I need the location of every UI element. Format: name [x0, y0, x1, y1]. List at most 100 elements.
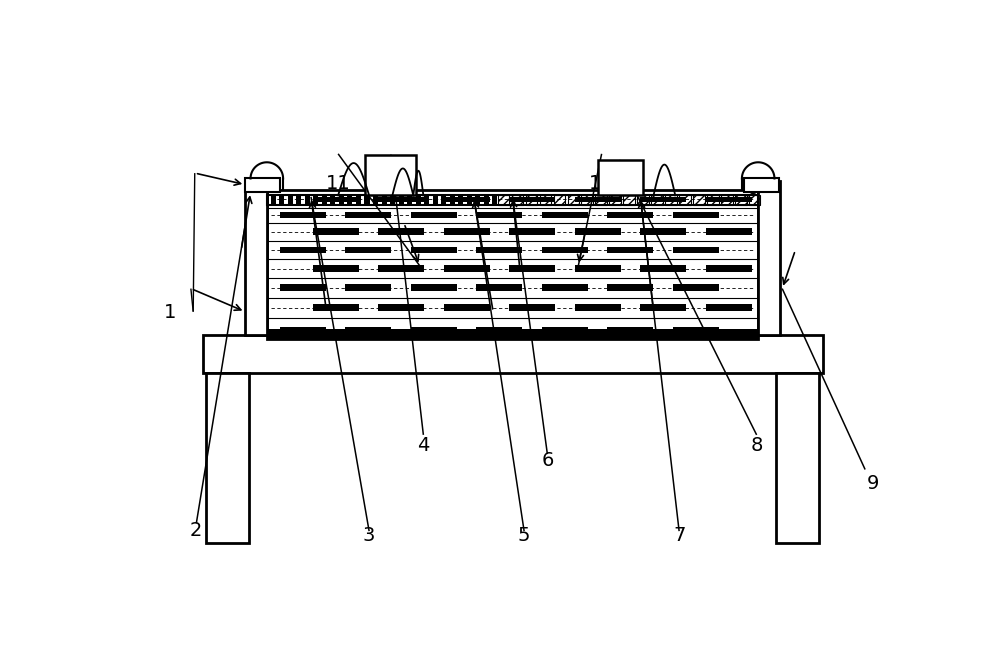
- Text: 1: 1: [164, 303, 176, 322]
- Bar: [378, 304, 424, 311]
- Bar: [476, 284, 522, 291]
- Bar: [542, 212, 588, 218]
- Bar: [542, 247, 588, 253]
- Bar: [673, 327, 719, 332]
- Bar: [313, 195, 318, 206]
- Bar: [382, 195, 387, 206]
- Bar: [509, 197, 555, 202]
- Bar: [542, 327, 588, 332]
- Bar: [749, 195, 760, 206]
- Bar: [444, 265, 490, 272]
- Text: 3: 3: [363, 526, 375, 545]
- Bar: [651, 195, 663, 206]
- Bar: [623, 195, 635, 206]
- Text: 9: 9: [867, 473, 879, 492]
- Bar: [364, 195, 370, 206]
- Bar: [411, 327, 457, 332]
- Bar: [598, 160, 643, 195]
- Bar: [356, 195, 361, 206]
- Bar: [706, 304, 752, 311]
- Text: 8: 8: [750, 436, 763, 455]
- Bar: [245, 181, 267, 335]
- Bar: [640, 265, 686, 272]
- Bar: [345, 327, 391, 332]
- Bar: [339, 195, 344, 206]
- Bar: [444, 229, 490, 235]
- Bar: [378, 229, 424, 235]
- Bar: [305, 195, 310, 206]
- Bar: [744, 178, 779, 193]
- Bar: [607, 247, 653, 253]
- Bar: [444, 197, 490, 202]
- Bar: [378, 265, 424, 272]
- Bar: [554, 195, 565, 206]
- Bar: [609, 195, 621, 206]
- Bar: [640, 197, 686, 202]
- Bar: [476, 212, 522, 218]
- Bar: [206, 374, 249, 543]
- Bar: [267, 329, 758, 339]
- Bar: [640, 229, 686, 235]
- Bar: [707, 195, 719, 206]
- Bar: [607, 327, 653, 332]
- Bar: [373, 195, 378, 206]
- Bar: [640, 304, 686, 311]
- Bar: [313, 197, 359, 202]
- Text: 6: 6: [541, 451, 554, 470]
- Bar: [512, 195, 523, 206]
- Bar: [365, 155, 416, 195]
- Bar: [540, 195, 551, 206]
- Bar: [673, 284, 719, 291]
- Bar: [581, 195, 593, 206]
- Bar: [399, 195, 404, 206]
- Bar: [345, 247, 391, 253]
- Bar: [271, 195, 276, 206]
- Bar: [407, 195, 412, 206]
- Bar: [776, 374, 819, 543]
- Bar: [313, 304, 359, 311]
- Bar: [607, 284, 653, 291]
- Bar: [322, 195, 327, 206]
- Bar: [526, 195, 537, 206]
- Bar: [484, 195, 489, 206]
- Bar: [450, 195, 455, 206]
- Bar: [595, 195, 607, 206]
- Bar: [509, 229, 555, 235]
- Bar: [679, 195, 691, 206]
- Bar: [279, 195, 284, 206]
- Bar: [542, 284, 588, 291]
- Bar: [444, 304, 490, 311]
- Text: 2: 2: [190, 521, 202, 541]
- Bar: [411, 212, 457, 218]
- Bar: [665, 195, 677, 206]
- Bar: [492, 195, 497, 206]
- Bar: [280, 284, 326, 291]
- Bar: [330, 195, 335, 206]
- Bar: [476, 247, 522, 253]
- Bar: [509, 265, 555, 272]
- Bar: [706, 197, 752, 202]
- Bar: [441, 195, 446, 206]
- Bar: [568, 195, 579, 206]
- Bar: [288, 195, 293, 206]
- Bar: [280, 212, 326, 218]
- Bar: [411, 284, 457, 291]
- Bar: [345, 284, 391, 291]
- Bar: [475, 195, 480, 206]
- Bar: [575, 197, 621, 202]
- Text: 4: 4: [417, 436, 430, 455]
- Bar: [267, 190, 758, 339]
- Bar: [721, 195, 733, 206]
- Bar: [673, 247, 719, 253]
- Bar: [280, 327, 326, 332]
- Bar: [390, 195, 395, 206]
- Bar: [424, 195, 429, 206]
- Text: 11: 11: [326, 174, 351, 193]
- Bar: [313, 265, 359, 272]
- Bar: [280, 247, 326, 253]
- Bar: [433, 195, 438, 206]
- Bar: [476, 327, 522, 332]
- Bar: [467, 195, 472, 206]
- Bar: [758, 181, 780, 335]
- Bar: [267, 195, 758, 206]
